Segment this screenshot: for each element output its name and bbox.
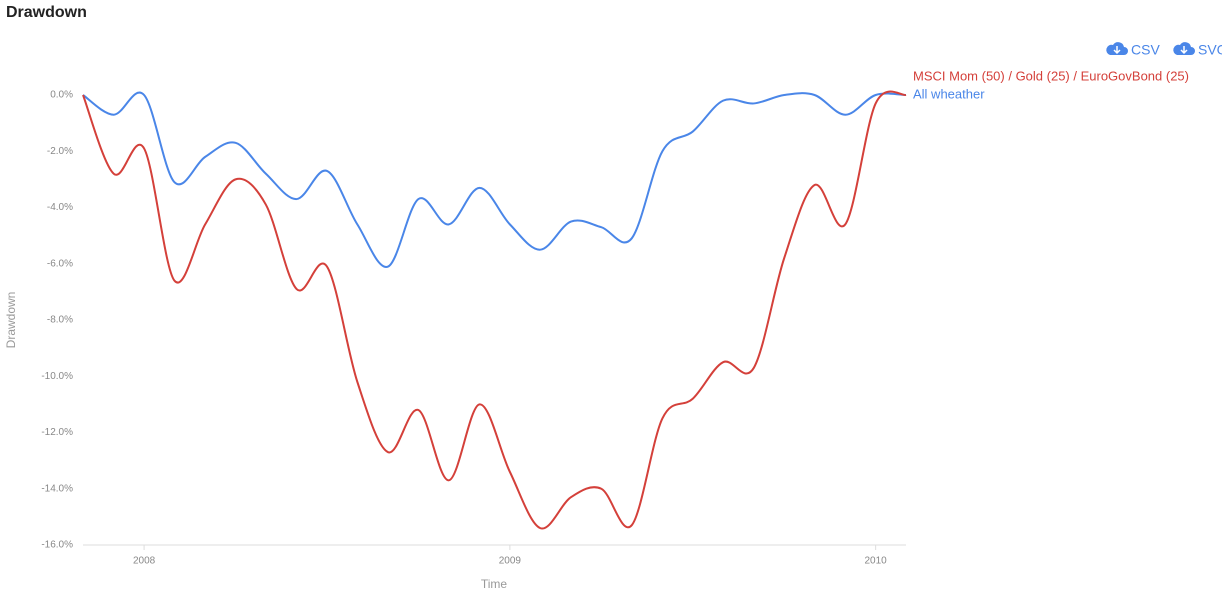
x-tick-label: 2008 bbox=[133, 556, 156, 567]
download-arrow bbox=[1113, 46, 1121, 55]
y-tick-label: 0.0% bbox=[50, 90, 73, 101]
x-tick-label: 2010 bbox=[865, 556, 888, 567]
y-tick-label: -12.0% bbox=[41, 427, 73, 438]
y-axis-title: Drawdown bbox=[4, 292, 18, 349]
y-tick-label: -2.0% bbox=[47, 146, 73, 157]
y-tick-label: -6.0% bbox=[47, 258, 73, 269]
y-tick-label: -10.0% bbox=[41, 371, 73, 382]
series-line bbox=[82, 91, 907, 268]
legend-entry: All wheather bbox=[913, 86, 985, 101]
x-axis-title: Time bbox=[481, 577, 508, 591]
legend-entry: MSCI Mom (50) / Gold (25) / EuroGovBond … bbox=[913, 68, 1189, 83]
button-label[interactable]: SVG bbox=[1198, 42, 1222, 58]
x-tick-label: 2009 bbox=[499, 556, 522, 567]
series-line bbox=[82, 90, 907, 530]
download-arrow bbox=[1180, 46, 1188, 55]
csv-button[interactable]: CSV bbox=[1106, 42, 1160, 58]
y-tick-label: -4.0% bbox=[47, 202, 73, 213]
svg-button[interactable]: SVG bbox=[1173, 42, 1222, 58]
button-label[interactable]: CSV bbox=[1131, 42, 1160, 58]
y-tick-label: -8.0% bbox=[47, 315, 73, 326]
y-tick-label: -16.0% bbox=[41, 540, 73, 551]
chart-title: Drawdown bbox=[6, 4, 87, 21]
y-tick-label: -14.0% bbox=[41, 483, 73, 494]
